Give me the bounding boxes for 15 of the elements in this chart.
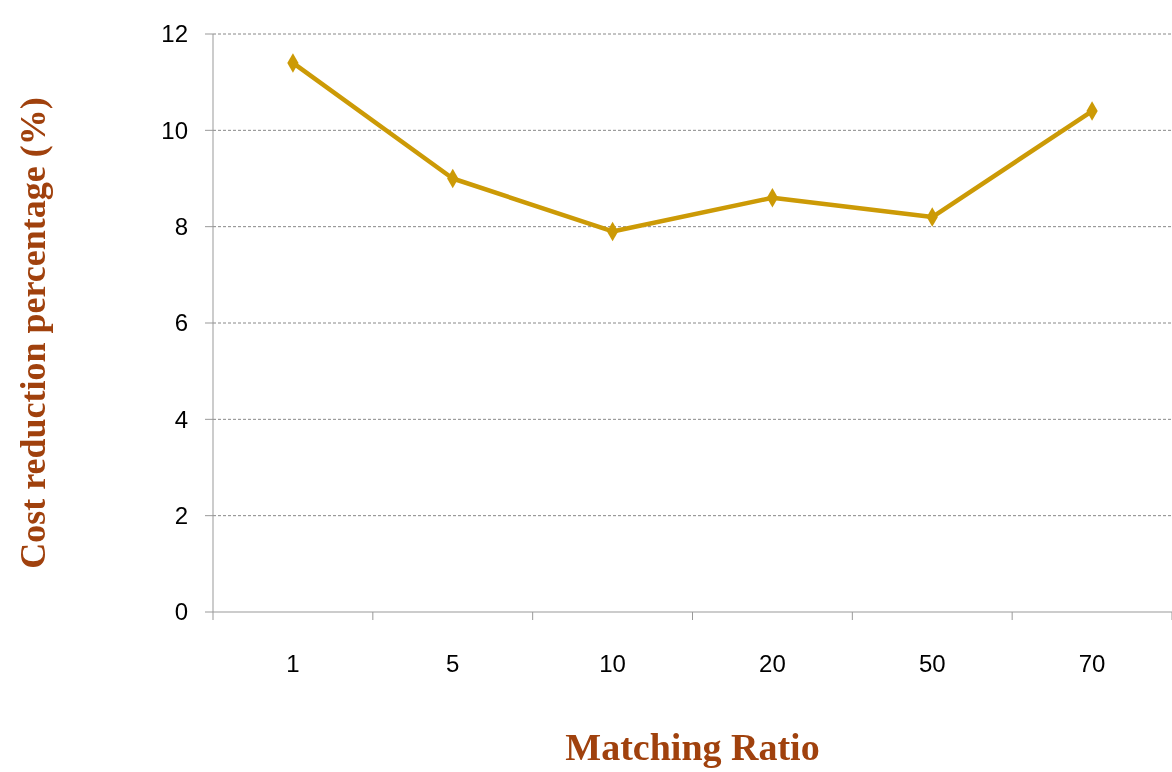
y-axis-title: Cost reduction percentage (%): [13, 97, 53, 569]
y-tick-label: 0: [174, 598, 188, 626]
x-tick-label: 20: [759, 650, 786, 677]
y-tick-label: 8: [174, 213, 188, 241]
x-tick-label: 70: [1078, 650, 1106, 677]
x-axis-title: Matching Ratio: [565, 726, 820, 768]
y-tick-label: 2: [174, 502, 188, 530]
x-tick-label: 5: [446, 650, 460, 677]
x-tick-label: 50: [918, 650, 946, 677]
x-tick-label: 10: [599, 650, 626, 677]
y-tick-label: 12: [161, 20, 188, 48]
y-tick-label: 10: [161, 116, 188, 144]
x-tick-label: 1: [286, 650, 300, 677]
y-tick-label: 6: [174, 309, 188, 337]
y-tick-label: 4: [174, 405, 188, 433]
